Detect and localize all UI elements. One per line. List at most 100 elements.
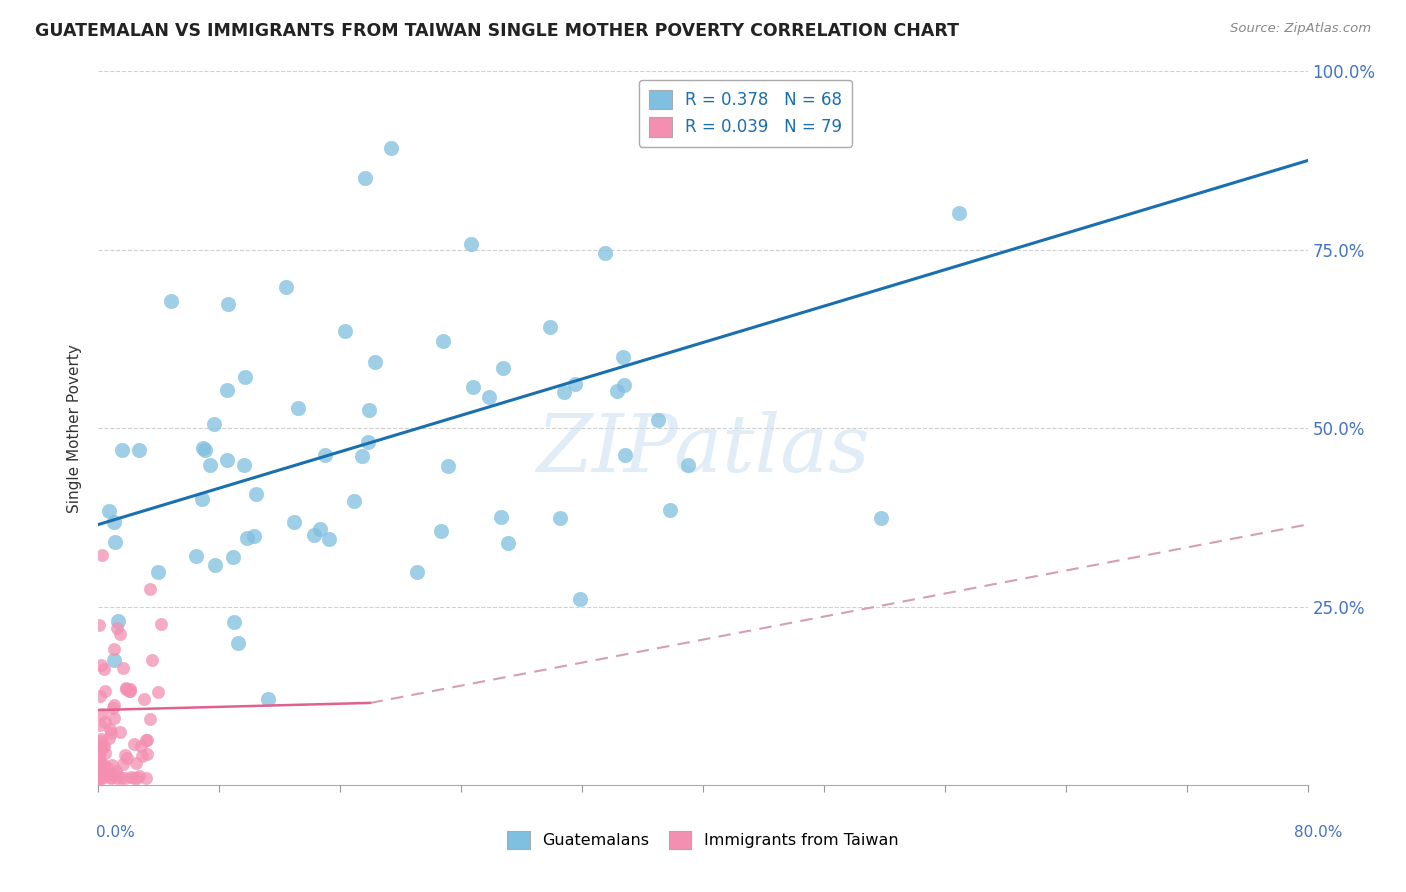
- Point: [103, 515, 125, 529]
- Point: [553, 385, 575, 400]
- Point: [659, 503, 682, 517]
- Point: [647, 413, 669, 427]
- Point: [204, 558, 226, 572]
- Point: [89, 766, 111, 780]
- Point: [91, 739, 114, 754]
- Point: [89, 733, 111, 747]
- Point: [354, 171, 377, 186]
- Point: [125, 756, 148, 770]
- Point: [138, 712, 160, 726]
- Point: [257, 692, 280, 706]
- Point: [215, 383, 238, 397]
- Point: [125, 771, 148, 785]
- Point: [93, 662, 115, 676]
- Point: [105, 621, 128, 635]
- Point: [89, 745, 111, 759]
- Point: [89, 739, 111, 753]
- Point: [93, 758, 115, 772]
- Point: [135, 732, 157, 747]
- Y-axis label: Single Mother Poverty: Single Mother Poverty: [67, 343, 83, 513]
- Point: [134, 692, 156, 706]
- Point: [89, 754, 111, 768]
- Point: [437, 458, 460, 473]
- Point: [314, 448, 336, 462]
- Point: [141, 653, 163, 667]
- Point: [91, 707, 114, 722]
- Point: [333, 324, 356, 338]
- Point: [606, 384, 628, 398]
- Point: [128, 443, 150, 458]
- Point: [492, 361, 515, 376]
- Point: [87, 617, 110, 632]
- Point: [146, 685, 169, 699]
- Point: [222, 615, 245, 629]
- Point: [245, 487, 267, 501]
- Point: [569, 591, 592, 606]
- Point: [496, 536, 519, 550]
- Text: GUATEMALAN VS IMMIGRANTS FROM TAIWAN SINGLE MOTHER POVERTY CORRELATION CHART: GUATEMALAN VS IMMIGRANTS FROM TAIWAN SIN…: [35, 22, 959, 40]
- Point: [91, 771, 114, 785]
- Point: [138, 582, 160, 597]
- Point: [111, 660, 134, 674]
- Point: [115, 751, 138, 765]
- Point: [90, 732, 112, 747]
- Point: [87, 771, 110, 785]
- Point: [91, 548, 114, 562]
- Point: [869, 511, 891, 525]
- Point: [110, 443, 132, 458]
- Point: [110, 627, 132, 641]
- Point: [186, 549, 208, 564]
- Point: [406, 565, 429, 579]
- Point: [350, 449, 373, 463]
- Point: [309, 522, 332, 536]
- Point: [364, 354, 387, 368]
- Point: [107, 615, 129, 629]
- Point: [97, 767, 120, 781]
- Point: [89, 718, 111, 732]
- Point: [380, 141, 402, 155]
- Point: [111, 757, 134, 772]
- Point: [105, 771, 128, 785]
- Text: 80.0%: 80.0%: [1295, 825, 1343, 840]
- Point: [89, 771, 111, 785]
- Point: [104, 535, 127, 549]
- Point: [274, 280, 297, 294]
- Point: [489, 510, 512, 524]
- Point: [217, 452, 239, 467]
- Point: [432, 334, 454, 348]
- Point: [233, 369, 256, 384]
- Point: [948, 205, 970, 219]
- Text: Source: ZipAtlas.com: Source: ZipAtlas.com: [1230, 22, 1371, 36]
- Point: [343, 494, 366, 508]
- Point: [118, 684, 141, 698]
- Point: [114, 747, 136, 762]
- Point: [120, 684, 142, 698]
- Point: [89, 754, 111, 768]
- Point: [103, 653, 125, 667]
- Point: [304, 528, 326, 542]
- Point: [87, 748, 110, 763]
- Point: [104, 764, 127, 778]
- Point: [676, 458, 699, 472]
- Point: [287, 401, 309, 415]
- Point: [90, 760, 112, 774]
- Point: [550, 511, 572, 525]
- Point: [461, 380, 484, 394]
- Point: [613, 378, 636, 392]
- Point: [93, 739, 115, 754]
- Point: [89, 768, 111, 782]
- Point: [87, 760, 110, 774]
- Point: [194, 443, 217, 458]
- Point: [115, 682, 138, 697]
- Point: [97, 503, 120, 517]
- Point: [114, 771, 136, 785]
- Point: [94, 714, 117, 729]
- Point: [93, 746, 115, 760]
- Point: [103, 642, 125, 657]
- Point: [122, 737, 145, 751]
- Point: [103, 698, 125, 712]
- Point: [120, 770, 142, 784]
- Point: [159, 294, 181, 309]
- Point: [190, 491, 212, 506]
- Point: [129, 739, 152, 754]
